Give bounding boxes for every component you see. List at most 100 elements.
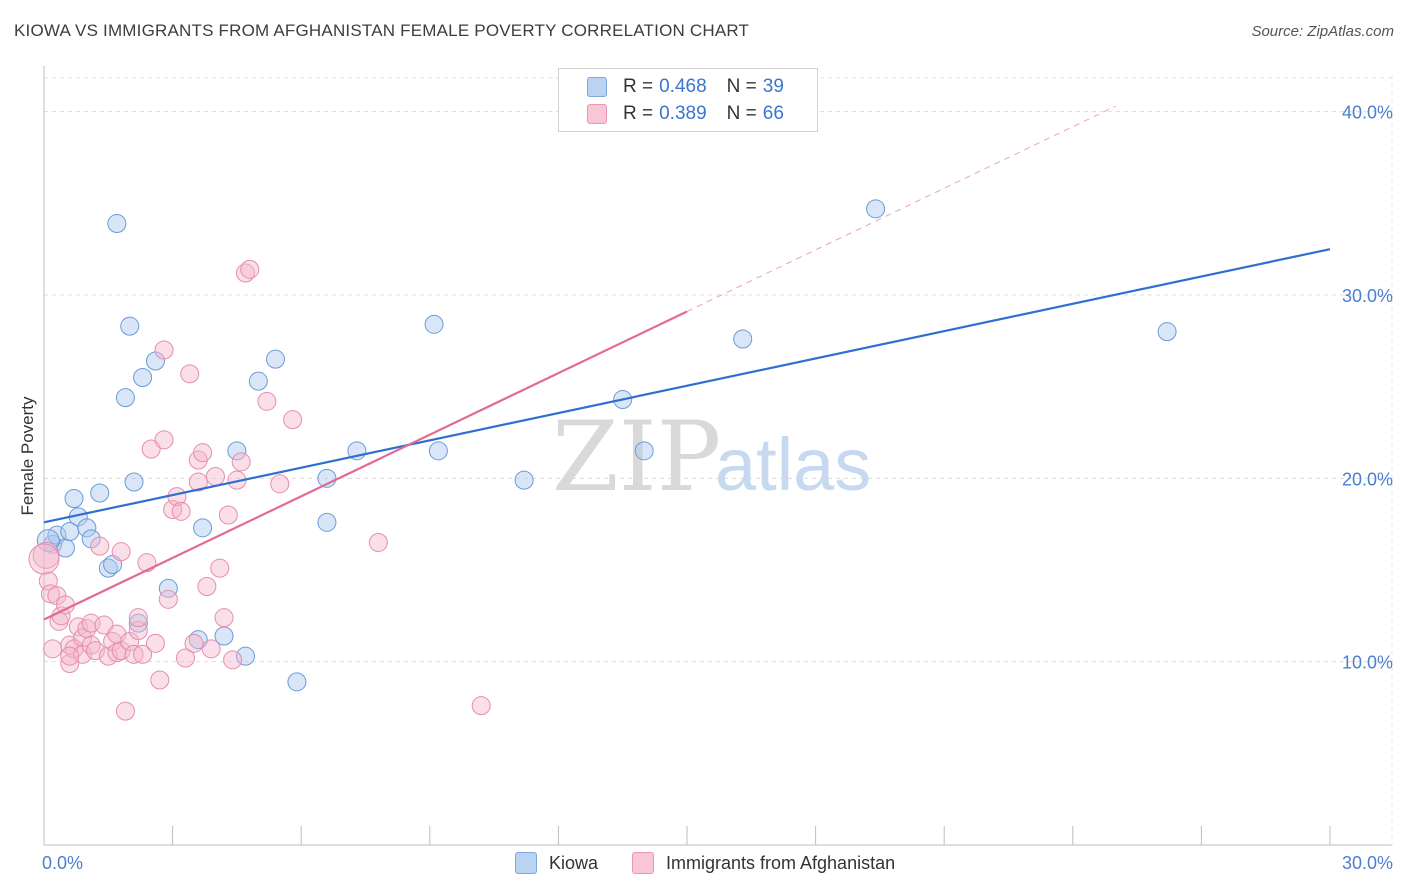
kiowa-point bbox=[317, 512, 337, 532]
afghanistan-point bbox=[85, 641, 105, 661]
afghanistan-point bbox=[180, 364, 200, 384]
kiowa-swatch-icon bbox=[587, 77, 607, 97]
afghanistan-point bbox=[368, 533, 388, 552]
kiowa-point bbox=[265, 349, 285, 369]
watermark-zip: ZIP bbox=[552, 401, 721, 513]
afghanistan-point bbox=[184, 633, 204, 653]
bottom-legend-label: Kiowa bbox=[549, 852, 599, 873]
afghanistan-point bbox=[231, 452, 251, 472]
legend-r-value: 0.468 bbox=[659, 76, 707, 97]
afghanistan-point bbox=[94, 615, 114, 635]
afghanistan-point bbox=[270, 474, 290, 494]
afghanistan-point bbox=[90, 536, 110, 556]
bottom-legend-afghanistan: Immigrants from Afghanistan bbox=[632, 852, 895, 874]
data-points bbox=[28, 199, 1177, 721]
bottom-legend-kiowa: Kiowa bbox=[515, 852, 598, 874]
afghanistan-legend-icon bbox=[632, 852, 654, 874]
kiowa-legend-icon bbox=[515, 852, 537, 874]
afghanistan-point bbox=[32, 541, 60, 569]
afghanistan-trend-line bbox=[43, 310, 688, 621]
kiowa-point bbox=[120, 316, 140, 336]
axes bbox=[43, 66, 1392, 846]
kiowa-point bbox=[77, 518, 97, 538]
afghanistan-swatch-icon bbox=[587, 104, 607, 124]
afghanistan-point bbox=[201, 639, 221, 659]
afghanistan-point bbox=[471, 696, 491, 716]
afghanistan-point bbox=[60, 646, 80, 666]
y-tick-label: 40.0% bbox=[1342, 103, 1393, 123]
afghanistan-point bbox=[218, 505, 238, 525]
kiowa-point bbox=[733, 329, 753, 349]
afghanistan-point bbox=[133, 644, 153, 664]
kiowa-point bbox=[36, 529, 60, 553]
afghanistan-point bbox=[223, 650, 243, 670]
kiowa-point bbox=[158, 578, 178, 598]
afghanistan-point bbox=[40, 584, 60, 604]
afghanistan-point bbox=[141, 439, 161, 459]
afghanistan-point bbox=[150, 670, 170, 690]
bottom-legend-label: Immigrants from Afghanistan bbox=[666, 852, 896, 873]
afghanistan-point bbox=[60, 654, 80, 673]
afghanistan-point bbox=[28, 543, 60, 575]
afghanistan-point bbox=[205, 467, 225, 486]
kiowa-point bbox=[428, 441, 448, 461]
legend-r-label: R = bbox=[623, 76, 654, 97]
afghanistan-point bbox=[214, 608, 234, 628]
legend-row-kiowa: R = 0.468 N = 39 bbox=[587, 75, 784, 99]
afghanistan-point bbox=[197, 577, 217, 596]
afghanistan-point bbox=[154, 340, 174, 360]
kiowa-point bbox=[634, 441, 654, 461]
afghanistan-point bbox=[188, 472, 208, 492]
kiowa-point bbox=[1157, 322, 1177, 342]
trend-lines bbox=[43, 105, 1331, 621]
kiowa-trend-line bbox=[43, 248, 1331, 524]
x-tick-label: 30.0% bbox=[1342, 853, 1393, 873]
legend-n-value: 39 bbox=[762, 76, 784, 97]
legend-n-value: 66 bbox=[762, 103, 784, 124]
afghanistan-point bbox=[193, 443, 213, 463]
afghanistan-point bbox=[283, 410, 303, 430]
afghanistan-point bbox=[128, 608, 148, 628]
kiowa-point bbox=[107, 214, 127, 233]
afghanistan-point bbox=[257, 391, 277, 411]
kiowa-point bbox=[193, 518, 213, 538]
legend-n-label: N = bbox=[726, 76, 757, 97]
legend-row-afghanistan: R = 0.389 N = 66 bbox=[587, 102, 784, 126]
afghanistan-point bbox=[171, 501, 191, 521]
kiowa-point bbox=[124, 472, 144, 492]
kiowa-point bbox=[287, 672, 307, 692]
x-tick-label: 0.0% bbox=[42, 853, 83, 873]
afghanistan-point bbox=[111, 542, 131, 562]
afghanistan-point bbox=[115, 701, 135, 721]
afghanistan-point bbox=[210, 558, 230, 578]
afghanistan-point bbox=[154, 430, 174, 450]
y-tick-label: 10.0% bbox=[1342, 653, 1393, 673]
tick-labels: 10.0% 20.0% 30.0% 40.0% 0.0% 30.0% bbox=[42, 103, 1393, 873]
source-label: Source: ZipAtlas.com bbox=[1251, 23, 1394, 40]
afghanistan-point bbox=[137, 553, 157, 573]
legend-r-label: R = bbox=[623, 103, 654, 124]
kiowa-point bbox=[64, 489, 84, 508]
kiowa-point bbox=[133, 368, 153, 387]
y-axis-title: Female Poverty bbox=[18, 396, 37, 516]
kiowa-point bbox=[248, 371, 268, 391]
afghanistan-point bbox=[145, 633, 165, 653]
kiowa-point bbox=[115, 388, 135, 408]
stats-legend: R = 0.468 N = 39 R = 0.389 N = 66 bbox=[558, 68, 818, 132]
afghanistan-trend-extension bbox=[686, 105, 1116, 312]
kiowa-point bbox=[424, 314, 444, 334]
afghanistan-point bbox=[240, 259, 260, 279]
afghanistan-point bbox=[158, 589, 178, 609]
legend-n-label: N = bbox=[726, 103, 757, 124]
kiowa-point bbox=[227, 441, 247, 461]
gridlines bbox=[44, 75, 1393, 845]
kiowa-point bbox=[514, 470, 534, 490]
afghanistan-point bbox=[43, 639, 63, 659]
legend-r-value: 0.389 bbox=[659, 103, 707, 124]
y-tick-label: 30.0% bbox=[1342, 286, 1393, 306]
chart-title: KIOWA VS IMMIGRANTS FROM AFGHANISTAN FEM… bbox=[14, 21, 750, 40]
kiowa-point bbox=[128, 613, 148, 633]
watermark-atlas: atlas bbox=[715, 423, 871, 506]
kiowa-point bbox=[90, 483, 110, 503]
